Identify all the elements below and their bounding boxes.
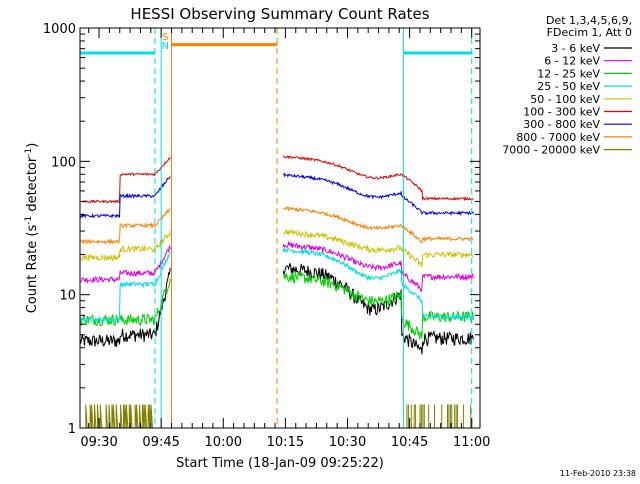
series-line-post <box>282 247 474 321</box>
legend-entry-label: 12 - 25 keV <box>537 67 600 80</box>
series-line-post <box>282 154 474 202</box>
legend-entry-label: 3 - 6 keV <box>551 42 600 55</box>
y-axis-label: Count Rate (s-1 detector-1) <box>24 143 40 314</box>
x-tick-label: 09:45 <box>142 435 179 450</box>
legend-entry-label: 50 - 100 keV <box>530 93 600 106</box>
series-line-post <box>283 228 474 267</box>
plot-frame <box>79 27 481 429</box>
timestamp: 11-Feb-2010 23:38 <box>560 469 636 478</box>
y-tick-label: 1000 <box>43 22 76 37</box>
legend-entry-label: 300 - 800 keV <box>523 118 600 131</box>
legend: Det 1,3,4,5,6,9,FDecim 1, Att 0 3 - 6 keV… <box>502 14 632 157</box>
x-axis-label: Start Time (18-Jan-09 09:25:22) <box>176 456 384 471</box>
series-line-post <box>282 172 474 217</box>
x-tick-label: 09:30 <box>80 435 117 450</box>
series-line-pre <box>79 208 171 245</box>
series-line-pre <box>79 230 171 262</box>
flag-label: N <box>162 41 169 52</box>
legend-entry-label: 7000 - 20000 keV <box>502 144 600 157</box>
legend-entry-label: 100 - 300 keV <box>523 106 600 119</box>
x-axis: 09:30 09:45 10:00 10:15 10:30 10:45 11:00 <box>80 28 490 450</box>
y-tick-label: 100 <box>51 155 76 170</box>
y-tick-label: 10 <box>59 289 76 304</box>
series-line-post <box>282 206 474 244</box>
y-axis: 1 10 100 1000 <box>43 22 480 437</box>
series-line-pre <box>79 176 171 219</box>
legend-entry-label: 6 - 12 keV <box>544 55 600 68</box>
legend-entry-label: 800 - 7000 keV <box>516 131 600 144</box>
legend-entry-label: 25 - 50 keV <box>537 80 600 93</box>
x-tick-label: 10:15 <box>267 435 304 450</box>
chart-title: HESSI Observing Summary Count Rates <box>130 5 429 23</box>
y-tick-label: 1 <box>68 422 76 437</box>
legend-header: FDecim 1, Att 0 <box>547 26 632 39</box>
flag-label: S <box>162 32 168 43</box>
markers-layer: SN <box>80 28 473 428</box>
series-line-post <box>282 263 474 355</box>
x-tick-label: 10:45 <box>391 435 428 450</box>
x-tick-label: 10:30 <box>329 435 366 450</box>
x-tick-label: 11:00 <box>453 435 490 450</box>
x-tick-label: 10:00 <box>205 435 242 450</box>
legend-header: Det 1,3,4,5,6,9, <box>546 14 632 27</box>
series-line-pre <box>79 252 171 324</box>
series-line-post <box>282 240 474 293</box>
